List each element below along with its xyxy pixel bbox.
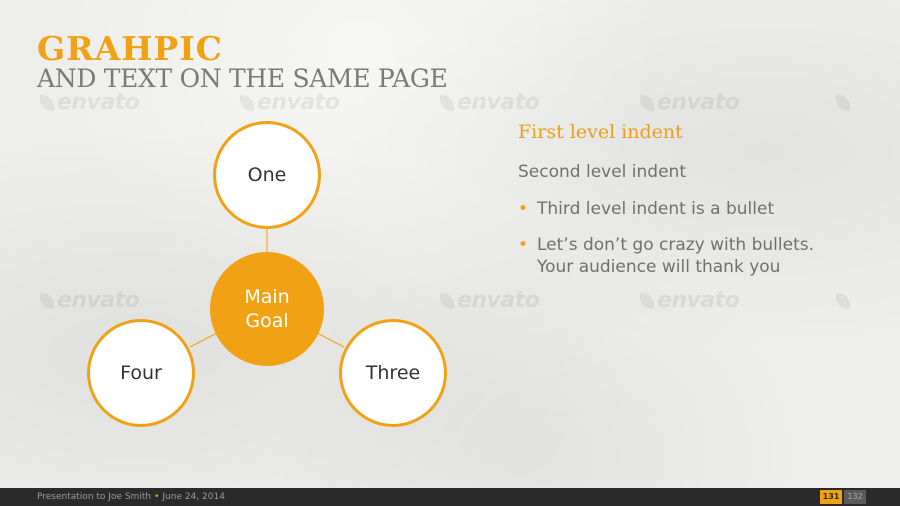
- footer-date: June 24, 2014: [162, 492, 225, 502]
- first-level-indent: First level indent: [518, 121, 683, 143]
- connector-line-four: [189, 332, 218, 348]
- second-level-indent: Second level indent: [518, 162, 686, 182]
- slide-subtitle: AND TEXT ON THE SAME PAGE: [37, 64, 448, 93]
- bullet-list: • Third level indent is a bullet • Let’s d…: [518, 198, 878, 278]
- node-one: One: [213, 121, 321, 229]
- node-four: Four: [87, 319, 195, 427]
- connector-line-three: [316, 332, 345, 348]
- page-number: 131: [820, 490, 842, 504]
- slide-title: GRAHPIC: [37, 29, 223, 68]
- text-block: First level indent Second level indent •…: [518, 118, 878, 292]
- bullet-text: Let’s don’t go crazy with bullets. Your …: [537, 235, 815, 277]
- bullet-item: • Let’s don’t go crazy with bullets. Your…: [518, 234, 878, 278]
- footer-presenter: Presentation to Joe Smith: [37, 492, 152, 502]
- footer-text: Presentation to Joe Smith • June 24, 2014: [37, 488, 225, 506]
- bullet-dot-icon: •: [518, 235, 529, 255]
- bullet-dot-icon: •: [518, 199, 529, 219]
- node-main-goal: Main Goal: [210, 252, 324, 366]
- bullet-text: Third level indent is a bullet: [537, 199, 775, 219]
- bullet-dot-icon: •: [154, 492, 160, 502]
- node-three: Three: [339, 319, 447, 427]
- footer-bar: Presentation to Joe Smith • June 24, 2014 …: [0, 488, 900, 506]
- next-page-number: 132: [844, 490, 866, 504]
- bullet-item: • Third level indent is a bullet: [518, 198, 878, 220]
